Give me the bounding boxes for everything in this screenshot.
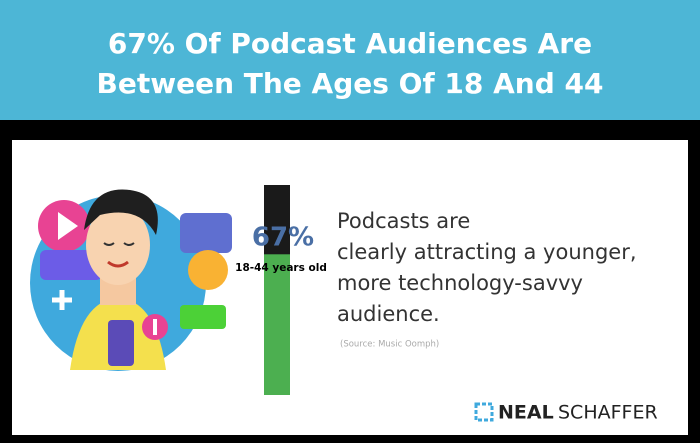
gauge [264,185,290,395]
gauge-fill [264,254,290,395]
body-line: audience. [337,302,440,326]
body-line: clearly attracting a younger, [337,240,637,264]
brand-logo: NEAL SCHAFFER [474,402,658,424]
illustration [30,189,232,371]
brand-first: NEAL [498,402,554,424]
stat-caption: 18-44 years old [235,262,327,274]
title-line: 67% Of Podcast Audiences Are [108,27,592,60]
title-line: Between The Ages Of 18 And 44 [97,67,604,100]
stat-label: 67% [252,223,314,253]
brand-second: SCHAFFER [558,402,658,424]
header-band [0,0,700,120]
body-line: Podcasts are [337,209,470,233]
body-text: Podcasts are clearly attracting a younger… [337,209,637,326]
body-line: more technology-savvy [337,271,583,295]
source: (Source: Music Oomph) [340,340,439,350]
